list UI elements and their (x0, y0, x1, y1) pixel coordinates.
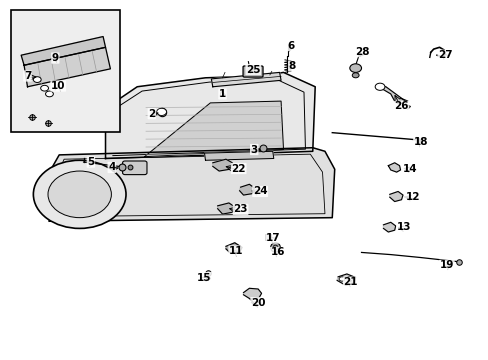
Circle shape (33, 160, 126, 228)
Text: 15: 15 (197, 273, 211, 283)
Polygon shape (389, 192, 402, 202)
Polygon shape (239, 184, 254, 195)
Polygon shape (376, 85, 405, 105)
Text: 4: 4 (108, 162, 115, 172)
Polygon shape (144, 101, 283, 157)
Circle shape (48, 171, 111, 218)
Circle shape (45, 91, 53, 97)
Polygon shape (336, 274, 355, 285)
Text: 24: 24 (252, 186, 267, 197)
Text: 9: 9 (52, 53, 59, 63)
Circle shape (351, 73, 358, 78)
Text: 2: 2 (148, 109, 155, 119)
Text: 12: 12 (405, 192, 419, 202)
Polygon shape (21, 37, 105, 65)
Text: 5: 5 (87, 157, 94, 167)
Circle shape (338, 277, 344, 281)
Circle shape (346, 276, 352, 281)
FancyBboxPatch shape (243, 66, 263, 77)
Text: 23: 23 (233, 204, 247, 215)
Polygon shape (387, 163, 400, 172)
Text: 10: 10 (51, 81, 65, 91)
Text: 6: 6 (286, 41, 294, 50)
Polygon shape (24, 47, 110, 87)
Circle shape (33, 77, 41, 82)
Text: 28: 28 (354, 46, 369, 57)
Text: 27: 27 (437, 50, 452, 60)
Text: 8: 8 (288, 61, 295, 71)
Text: 18: 18 (413, 138, 427, 147)
Text: 13: 13 (396, 222, 411, 232)
Text: 11: 11 (228, 246, 243, 256)
Polygon shape (383, 222, 395, 232)
Bar (11, 10, 120, 132)
Polygon shape (211, 72, 281, 87)
Circle shape (349, 64, 361, 72)
Polygon shape (47, 148, 334, 221)
Polygon shape (243, 288, 261, 299)
Text: 17: 17 (265, 233, 280, 243)
Text: 21: 21 (343, 277, 357, 287)
Polygon shape (225, 243, 242, 253)
Text: 1: 1 (219, 89, 226, 99)
Text: 22: 22 (231, 163, 245, 174)
Text: 25: 25 (245, 64, 260, 75)
Polygon shape (204, 151, 273, 160)
Circle shape (41, 85, 48, 91)
Polygon shape (212, 159, 232, 171)
Text: 3: 3 (250, 144, 257, 154)
Text: 19: 19 (439, 260, 453, 270)
Circle shape (374, 83, 384, 90)
Text: 7: 7 (24, 71, 31, 81)
Polygon shape (105, 72, 315, 158)
Text: 14: 14 (402, 163, 417, 174)
Circle shape (157, 108, 166, 116)
Polygon shape (217, 203, 234, 214)
Text: 20: 20 (250, 298, 265, 308)
FancyBboxPatch shape (122, 161, 147, 175)
Text: 26: 26 (393, 102, 408, 112)
Text: 16: 16 (270, 247, 285, 257)
